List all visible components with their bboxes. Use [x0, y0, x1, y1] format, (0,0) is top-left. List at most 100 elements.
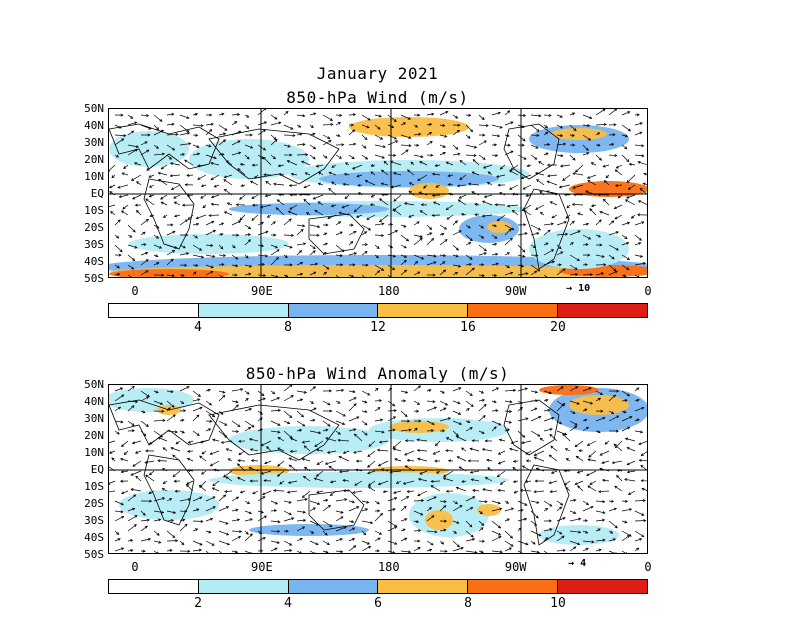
wind-vector-head: [208, 428, 212, 432]
wind-vector: [205, 244, 213, 247]
wind-vector: [556, 420, 562, 425]
wind-vector-head: [419, 471, 423, 475]
wind-vector: [283, 500, 292, 504]
wind-vector: [210, 174, 220, 181]
wind-vector: [244, 273, 251, 276]
wind-vector-head: [212, 438, 216, 442]
wind-vector: [387, 429, 396, 432]
wind-vector-head: [302, 475, 306, 479]
wind-vector-head: [431, 172, 436, 176]
wind-vector: [296, 538, 303, 542]
wind-vector-head: [626, 462, 630, 466]
wind-vector: [179, 498, 191, 502]
wind-vector: [452, 244, 459, 251]
wind-vector-head: [239, 530, 243, 534]
wind-vector-head: [433, 254, 437, 258]
wind-vector: [270, 134, 277, 140]
wind-vector-head: [223, 211, 228, 215]
wind-vector-head: [418, 132, 422, 136]
wind-vector-head: [523, 517, 528, 521]
wind-vector-head: [577, 542, 581, 546]
wind-vector: [348, 397, 357, 402]
wind-vector: [309, 540, 319, 545]
wind-vector-head: [175, 441, 179, 445]
wind-vector-head: [640, 430, 644, 434]
wind-vector: [338, 456, 350, 462]
wind-vector: [172, 470, 181, 477]
wind-vector-head: [237, 459, 241, 463]
wind-vector-head: [120, 420, 124, 424]
wind-vector: [339, 470, 350, 473]
wind-vector-head: [130, 178, 135, 181]
wind-vector-head: [226, 542, 231, 546]
wind-vector: [140, 231, 146, 236]
wind-vector-head: [123, 452, 127, 456]
wind-vector-head: [641, 154, 645, 158]
wind-vector-head: [341, 388, 345, 392]
wind-vector-head: [565, 215, 569, 219]
wind-vector: [491, 253, 498, 256]
wind-vector-head: [470, 404, 474, 407]
wind-vector: [296, 273, 303, 276]
latitude-label: 10N: [84, 170, 104, 183]
wind-vector-head: [576, 401, 580, 405]
wind-vector-head: [132, 463, 136, 467]
wind-vector: [407, 490, 415, 492]
wind-vector-head: [499, 125, 503, 129]
wind-map-plot: [109, 109, 647, 277]
wind-vector-head: [481, 448, 485, 452]
wind-vector: [634, 262, 646, 266]
wind-vector: [166, 400, 175, 408]
wind-vector-head: [510, 441, 514, 444]
wind-vector-head: [263, 479, 267, 483]
wind-vector-head: [599, 392, 604, 395]
wind-vector-head: [223, 494, 227, 498]
wind-vector: [192, 520, 203, 522]
wind-vector-head: [407, 116, 411, 120]
wind-vector-head: [510, 507, 515, 511]
wind-vector: [478, 274, 485, 277]
wind-vector: [405, 465, 415, 472]
wind-vector: [504, 410, 512, 412]
wind-vector-head: [394, 541, 398, 545]
wind-vector: [574, 440, 584, 447]
wind-vector-head: [390, 275, 392, 277]
wind-vector: [335, 526, 347, 532]
wind-vector-head: [430, 429, 435, 433]
wind-vector-head: [497, 488, 501, 492]
wind-vector-head: [536, 500, 540, 504]
wind-vector-head: [430, 542, 434, 546]
wind-vector: [569, 425, 577, 432]
wind-vector-head: [524, 232, 528, 236]
wind-vector-head: [419, 235, 423, 238]
wind-vector-head: [368, 545, 372, 549]
wind-vector: [192, 144, 200, 148]
wind-vector-head: [187, 131, 191, 135]
wind-vector-head: [472, 488, 476, 492]
wind-vector-head: [456, 184, 461, 188]
wind-vector: [569, 410, 576, 414]
wind-vector: [257, 244, 264, 247]
wind-vector-head: [344, 498, 348, 502]
wind-vector: [218, 390, 225, 393]
wind-vector: [270, 274, 279, 277]
wind-vector: [244, 233, 251, 236]
wind-vector-head: [272, 391, 276, 395]
latitude-label: 40N: [84, 395, 104, 408]
wind-vector-head: [186, 129, 190, 133]
wind-vector-head: [367, 454, 371, 457]
wind-vector-head: [330, 123, 334, 127]
wind-vector-head: [318, 171, 322, 175]
wind-vector: [439, 124, 445, 127]
wind-vector-head: [455, 486, 459, 490]
wind-vector: [530, 520, 537, 526]
wind-vector-head: [260, 549, 264, 553]
wind-vector-head: [158, 245, 163, 249]
wind-vector: [335, 538, 343, 542]
coastline: [143, 454, 195, 526]
wind-vector-head: [573, 511, 577, 514]
wind-vector: [175, 440, 181, 445]
wind-vector-head: [313, 477, 317, 481]
wind-vector-head: [461, 447, 465, 451]
coastline: [208, 404, 340, 461]
